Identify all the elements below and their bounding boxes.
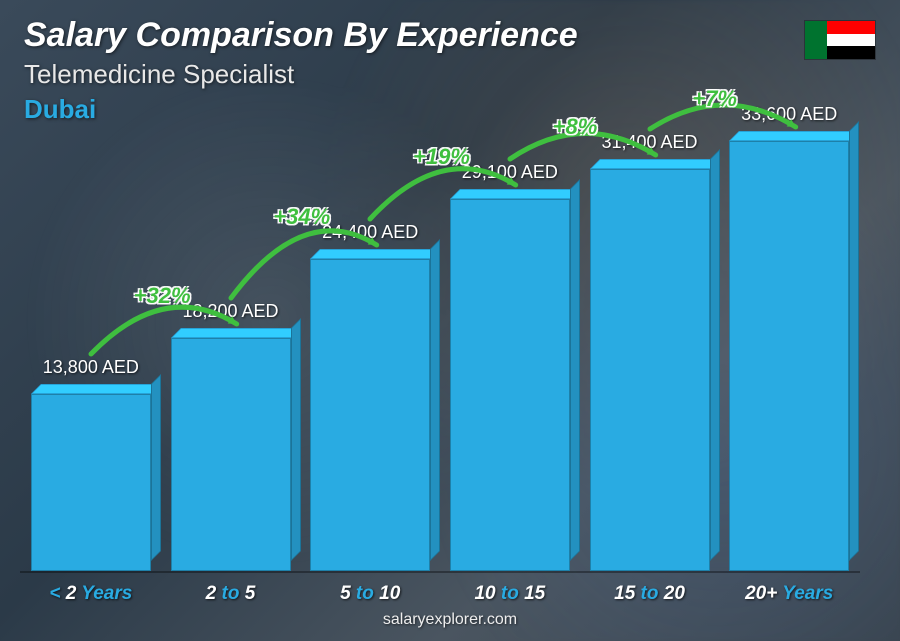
percent-change-label: +34%	[273, 204, 330, 230]
chart-baseline	[20, 571, 860, 573]
bar	[450, 199, 570, 571]
bar-group: 29,100 AED10 to 15	[449, 111, 571, 571]
percent-change-label: +7%	[692, 86, 737, 112]
bar-group: 33,600 AED20+ Years	[728, 111, 850, 571]
category-label: 5 to 10	[340, 583, 400, 605]
uae-flag-icon	[804, 20, 876, 60]
value-label: 13,800 AED	[21, 357, 161, 378]
bar	[590, 169, 710, 571]
category-label: 2 to 5	[206, 583, 256, 605]
bar-group: 18,200 AED2 to 5	[170, 111, 292, 571]
chart-subtitle: Telemedicine Specialist	[24, 59, 578, 90]
value-label: 33,600 AED	[719, 104, 859, 125]
category-label: 15 to 20	[614, 583, 685, 605]
category-label: 20+ Years	[745, 583, 833, 605]
header: Salary Comparison By Experience Telemedi…	[24, 16, 578, 125]
chart-title: Salary Comparison By Experience	[24, 16, 578, 55]
percent-change-label: +8%	[553, 114, 598, 140]
bar-group: 13,800 AED< 2 Years	[30, 111, 152, 571]
value-label: 31,400 AED	[580, 132, 720, 153]
bar-group: 24,400 AED5 to 10	[309, 111, 431, 571]
bar	[729, 141, 849, 571]
bar-chart: 13,800 AED< 2 Years18,200 AED2 to 524,40…	[30, 111, 850, 571]
bar	[171, 338, 291, 571]
category-label: < 2 Years	[49, 583, 132, 605]
bar	[310, 259, 430, 571]
bar-group: 31,400 AED15 to 20	[589, 111, 711, 571]
percent-change-label: +32%	[134, 283, 191, 309]
bar	[31, 394, 151, 571]
percent-change-label: +19%	[413, 144, 470, 170]
category-label: 10 to 15	[474, 583, 545, 605]
footer-source: salaryexplorer.com	[0, 611, 900, 629]
